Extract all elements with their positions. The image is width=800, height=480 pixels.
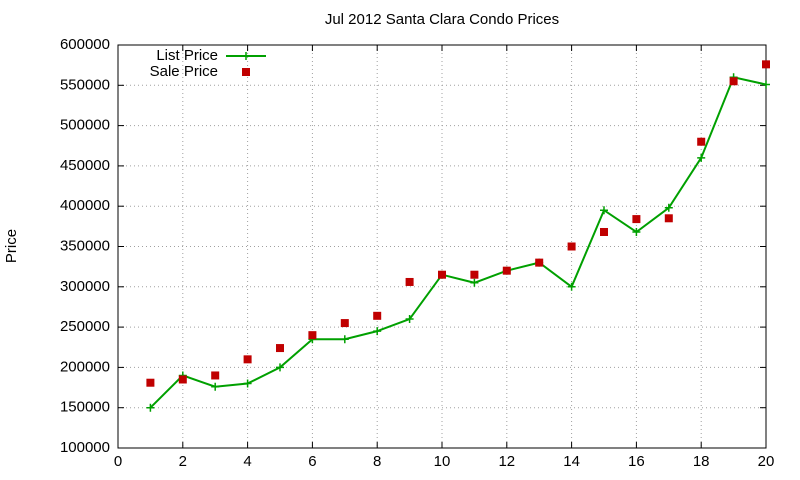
point-marker	[373, 327, 382, 336]
x-tick-label: 12	[498, 453, 515, 470]
y-tick-label: 300000	[60, 278, 110, 295]
x-tick-label: 16	[628, 453, 645, 470]
point-marker	[211, 371, 220, 380]
point-marker	[405, 315, 414, 324]
y-tick-label: 550000	[60, 76, 110, 93]
point-marker	[405, 277, 414, 286]
x-tick-label: 8	[373, 453, 381, 470]
x-tick-label: 0	[114, 453, 122, 470]
point-marker	[600, 206, 608, 215]
legend-label: Sale Price	[150, 63, 218, 80]
y-tick-label: 500000	[60, 117, 110, 134]
point-marker	[600, 227, 608, 236]
legend-label: List Price	[156, 47, 218, 64]
point-marker	[664, 203, 673, 212]
point-marker	[632, 215, 641, 224]
series-line	[149, 76, 767, 409]
legend-marker	[242, 68, 250, 76]
point-marker	[762, 60, 770, 69]
point-marker	[211, 382, 220, 391]
y-tick-label: 600000	[60, 36, 110, 53]
point-marker	[243, 355, 252, 364]
y-tick-label: 400000	[60, 197, 110, 214]
x-tick-label: 10	[434, 453, 451, 470]
y-axis-label: Price	[3, 229, 20, 263]
point-marker	[632, 227, 641, 236]
point-marker	[178, 375, 187, 384]
y-tick-label: 200000	[60, 358, 110, 375]
point-marker	[438, 270, 446, 279]
chart-title: Jul 2012 Santa Clara Condo Prices	[325, 11, 559, 28]
point-marker	[664, 214, 673, 223]
x-tick-label: 14	[563, 453, 580, 470]
point-marker	[697, 153, 706, 162]
point-marker	[276, 363, 284, 372]
point-marker	[470, 270, 479, 279]
x-tick-label: 6	[308, 453, 316, 470]
y-tick-label: 350000	[60, 237, 110, 254]
point-marker	[276, 344, 284, 353]
y-tick-label: 450000	[60, 157, 110, 174]
point-marker	[502, 266, 511, 275]
point-marker	[373, 311, 382, 320]
point-marker	[697, 137, 706, 146]
legend-marker	[242, 52, 250, 60]
x-tick-label: 20	[758, 453, 775, 470]
point-marker	[243, 379, 252, 388]
y-tick-label: 150000	[60, 399, 110, 416]
point-marker	[340, 319, 349, 328]
point-marker	[729, 77, 738, 86]
y-tick-label: 250000	[60, 318, 110, 335]
x-tick-label: 4	[243, 453, 251, 470]
point-marker	[762, 80, 770, 89]
y-tick-label: 100000	[60, 439, 110, 456]
point-marker	[146, 403, 155, 412]
point-marker	[567, 282, 576, 291]
point-marker	[470, 278, 479, 287]
plot-frame	[117, 44, 767, 449]
point-marker	[340, 335, 349, 344]
point-marker	[535, 258, 544, 267]
point-marker	[567, 242, 576, 251]
point-marker	[146, 378, 155, 387]
point-marker	[308, 331, 317, 340]
x-tick-label: 2	[179, 453, 187, 470]
x-tick-label: 18	[693, 453, 710, 470]
